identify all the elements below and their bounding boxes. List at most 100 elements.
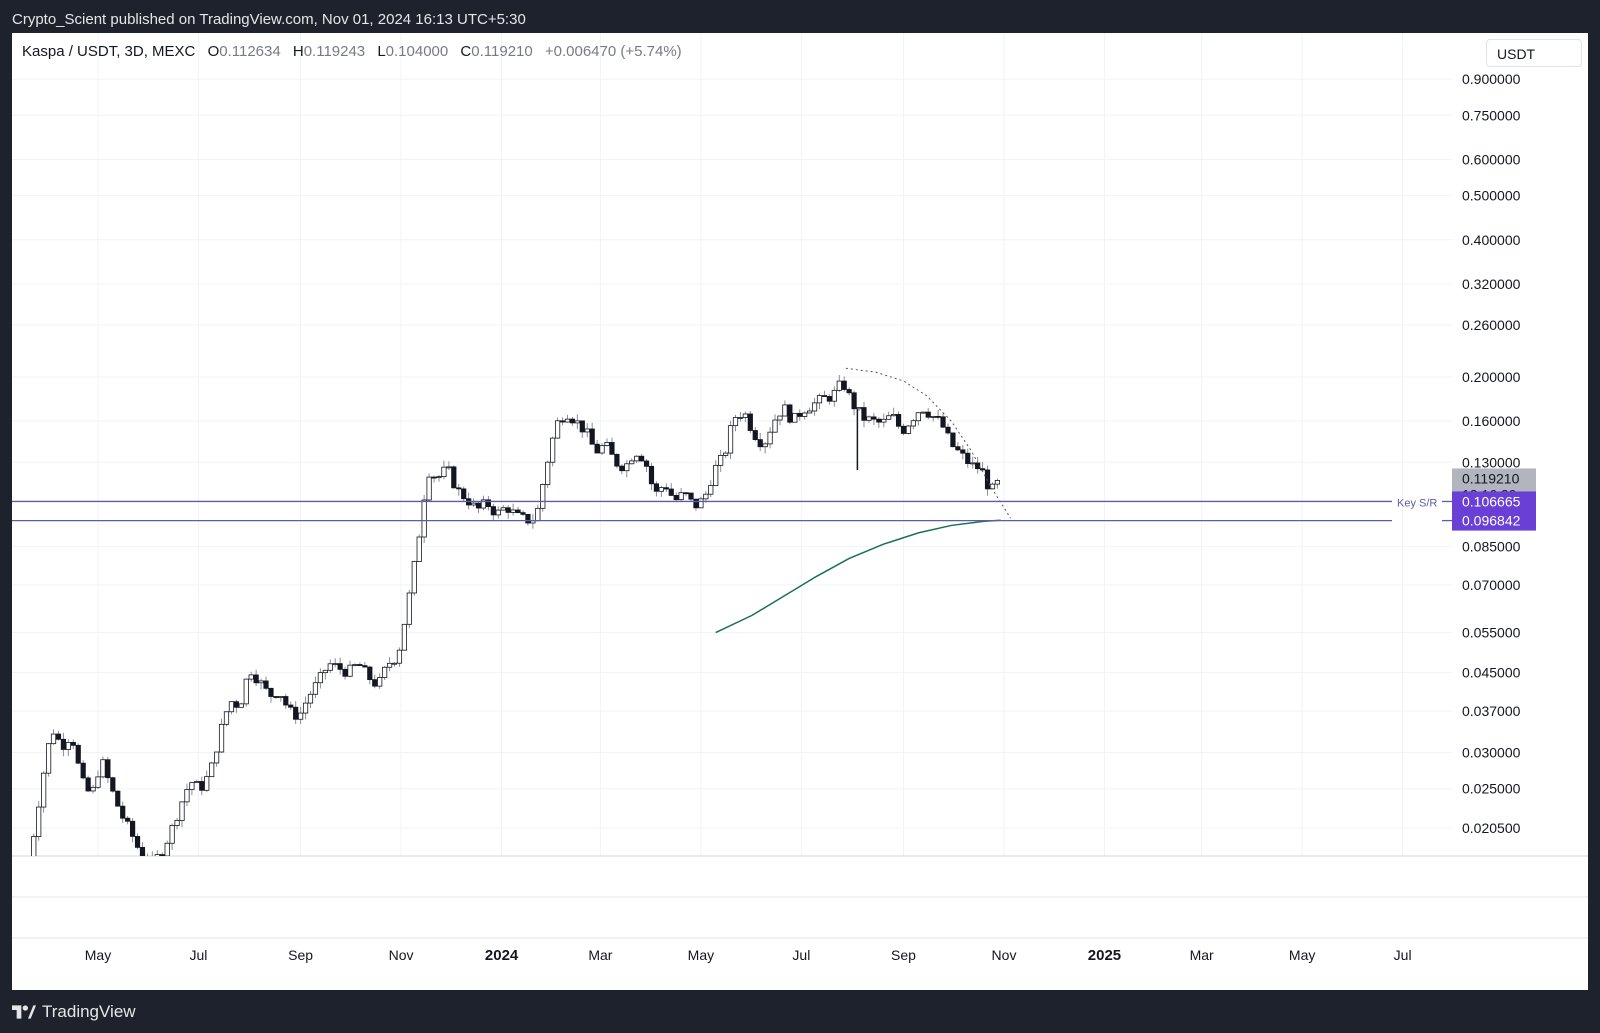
close-label: C xyxy=(460,43,472,60)
candle-up xyxy=(698,498,704,509)
symbol-label[interactable]: Kaspa / USDT, 3D, MEXC xyxy=(22,43,196,60)
sr-price-label: 0.106665 xyxy=(1462,493,1521,509)
candle-down xyxy=(461,488,467,500)
candle-down xyxy=(60,738,67,750)
candle-down xyxy=(485,499,492,507)
candle-down xyxy=(490,506,496,516)
open-value: 0.112634 xyxy=(219,43,281,60)
candle-down xyxy=(900,425,907,434)
candle-up xyxy=(278,696,284,698)
candle-up xyxy=(302,702,309,714)
candle-up xyxy=(184,789,190,803)
candle-up xyxy=(406,592,412,625)
candle-up xyxy=(550,437,556,463)
candle-down xyxy=(846,389,852,394)
candle-down xyxy=(139,846,146,856)
candle-down xyxy=(673,495,679,501)
high-label: H xyxy=(292,43,304,60)
x-axis-tick-label: May xyxy=(85,947,111,963)
candle-down xyxy=(199,781,205,791)
candle-up xyxy=(480,499,487,509)
currency-button[interactable]: USDT xyxy=(1486,39,1582,67)
y-axis-tick-label: 0.600000 xyxy=(1462,151,1521,167)
x-axis-tick-label: Sep xyxy=(288,947,313,963)
candle-up xyxy=(564,418,571,423)
candle-down xyxy=(283,696,289,706)
candle-down xyxy=(821,395,828,397)
price-chart[interactable]: Key S/R 0.900000 0.750000 0.600000 0.500000 0… xyxy=(12,33,1588,990)
candle-up xyxy=(154,854,160,856)
candle-down xyxy=(757,439,763,448)
candle-down xyxy=(105,759,111,779)
candle-down xyxy=(693,498,699,509)
candle-up xyxy=(470,502,477,506)
candle-up xyxy=(31,836,37,856)
candle-down xyxy=(945,426,951,434)
candle-up xyxy=(886,415,892,420)
low-value: 0.104000 xyxy=(385,43,449,60)
y-axis-tick-label: 0.085000 xyxy=(1462,538,1521,554)
candle-down xyxy=(861,407,867,421)
candles-group xyxy=(31,374,1001,864)
tradingview-logo-icon[interactable] xyxy=(12,1004,36,1020)
x-axis-tick-label: May xyxy=(1289,947,1315,963)
candle-down xyxy=(263,680,269,689)
candle-up xyxy=(150,858,154,864)
candle-up xyxy=(723,452,729,456)
candle-down xyxy=(362,665,368,668)
candle-down xyxy=(925,411,931,418)
candle-up xyxy=(426,476,432,501)
candle-up xyxy=(164,842,170,856)
candle-up xyxy=(238,703,244,708)
candle-down xyxy=(579,420,585,433)
candle-up xyxy=(737,417,744,419)
candle-down xyxy=(668,488,674,496)
candle-down xyxy=(935,415,941,418)
candle-up xyxy=(218,723,225,753)
candle-down xyxy=(145,859,149,864)
candle-up xyxy=(189,782,195,790)
candle-down xyxy=(456,487,462,490)
candle-down xyxy=(639,455,645,462)
candle-down xyxy=(955,446,961,451)
candle-down xyxy=(129,820,136,837)
candle-down xyxy=(293,706,299,720)
candle-up xyxy=(347,664,353,677)
candle-up xyxy=(742,413,748,418)
candle-up xyxy=(727,425,734,454)
candle-down xyxy=(975,462,981,470)
candle-up xyxy=(891,414,897,417)
low-label: L xyxy=(377,43,386,60)
candle-up xyxy=(500,507,506,511)
candle-down xyxy=(663,487,669,490)
candle-up xyxy=(214,751,220,764)
candle-up xyxy=(317,672,323,684)
candle-up xyxy=(352,664,358,666)
footer: TradingView xyxy=(12,1000,136,1024)
sr-price-badge xyxy=(1452,491,1536,512)
candle-up xyxy=(174,819,180,826)
footer-brand[interactable]: TradingView xyxy=(42,1002,136,1021)
candle-down xyxy=(950,432,956,448)
y-axis-tick-label: 0.037000 xyxy=(1462,703,1521,719)
candle-down xyxy=(85,777,91,792)
candle-up xyxy=(401,623,407,651)
x-axis-tick-label: 2024 xyxy=(485,947,519,964)
candle-up xyxy=(50,733,57,745)
candle-down xyxy=(979,468,986,471)
x-axis-tick-label: Jul xyxy=(792,947,810,963)
candle-down xyxy=(505,507,511,513)
candle-down xyxy=(80,762,86,779)
candle-up xyxy=(905,425,912,434)
candle-up xyxy=(802,412,808,417)
sr-line-label: Key S/R xyxy=(1397,497,1437,509)
candle-down xyxy=(233,701,239,708)
arc-curve xyxy=(845,367,1012,519)
candle-down xyxy=(525,513,531,524)
chart-panel[interactable]: Key S/R 0.900000 0.750000 0.600000 0.500000 0… xyxy=(12,33,1588,990)
candle-up xyxy=(708,485,714,495)
candle-down xyxy=(125,817,131,822)
candle-up xyxy=(545,461,551,485)
candle-up xyxy=(792,412,798,423)
x-axis-tick-label: Mar xyxy=(1190,947,1214,963)
